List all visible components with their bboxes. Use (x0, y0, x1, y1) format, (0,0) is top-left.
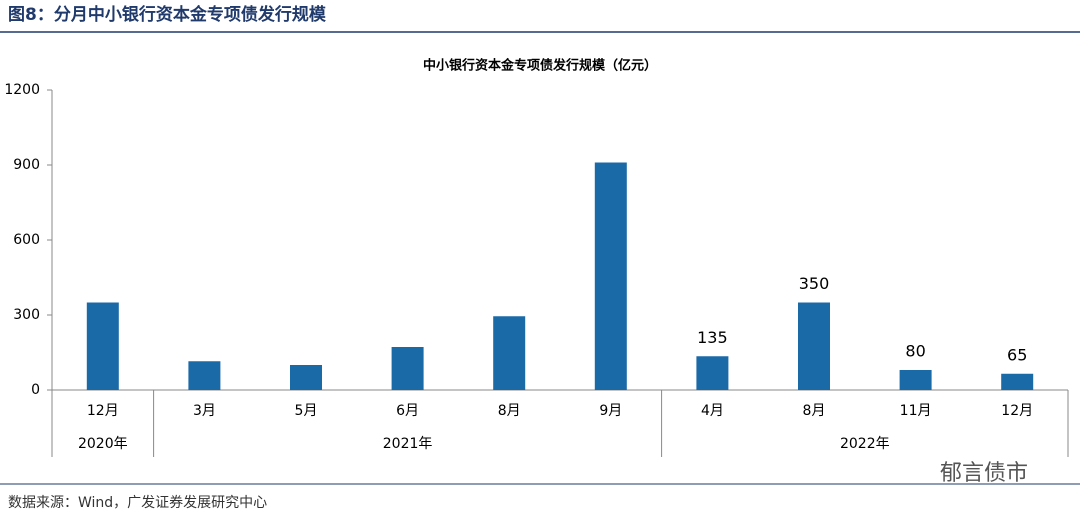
x-tick-label: 3月 (193, 403, 216, 419)
value-label: 80 (905, 342, 925, 361)
bar (290, 365, 322, 390)
x-tick-label: 12月 (87, 403, 119, 419)
value-label: 135 (697, 328, 728, 347)
bar (594, 162, 627, 390)
bar (391, 347, 424, 390)
y-tick-label: 900 (13, 157, 40, 173)
bar (696, 356, 729, 390)
x-tick-label: 11月 (900, 403, 932, 419)
x-tick-label: 8月 (498, 403, 521, 419)
figure-title: 图8：分月中小银行资本金专项债发行规模 (8, 4, 327, 25)
value-label: 350 (799, 274, 830, 293)
x-tick-label: 8月 (803, 403, 826, 419)
x-tick-label: 6月 (396, 403, 419, 419)
x-tick-label: 5月 (295, 403, 318, 419)
x-tick-label: 4月 (701, 403, 724, 419)
bar (1001, 373, 1034, 390)
bar (188, 361, 221, 390)
y-tick-label: 300 (13, 307, 40, 323)
watermark: 郁言债市 (940, 461, 1028, 486)
y-tick-label: 600 (13, 232, 40, 248)
group-label: 2021年 (383, 436, 433, 452)
chart-title: 中小银行资本金专项债发行规模（亿元） (423, 58, 657, 74)
source: 数据来源：Wind，广发证券发展研究中心 (8, 495, 267, 511)
bar (493, 316, 526, 390)
x-tick-label: 12月 (1001, 403, 1033, 419)
group-label: 2022年 (840, 436, 890, 452)
bar (798, 302, 830, 390)
y-tick-label: 1200 (4, 82, 40, 98)
y-tick-label: 0 (31, 382, 40, 398)
bar (86, 302, 119, 390)
group-label: 2020年 (78, 436, 128, 452)
x-tick-label: 9月 (599, 403, 622, 419)
value-label: 65 (1007, 345, 1027, 364)
bar (899, 370, 932, 390)
